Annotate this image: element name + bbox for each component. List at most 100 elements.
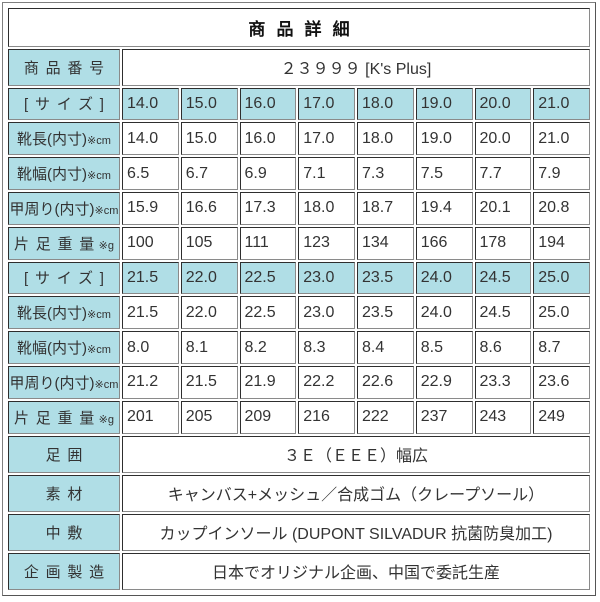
value-cell: 8.3 — [298, 331, 355, 364]
table-header-row: 商品詳細 — [8, 8, 590, 47]
table-row: 片足重量※g 100 105 111 123 134 166 178 194 — [8, 226, 590, 260]
table-row: 甲周り(内寸)※cm 15.9 16.6 17.3 18.0 18.7 19.4 20.1 20… — [8, 191, 590, 225]
table-title-cell: 商品詳細 — [8, 8, 590, 47]
row-label: 商品番号 — [23, 59, 111, 77]
table-row: 靴幅(内寸)※cm 8.0 8.1 8.2 8.3 8.4 8.5 8.6 8.7 — [8, 331, 590, 364]
size-header-cell: 24.5 — [474, 261, 532, 295]
value-cell: 25.0 — [533, 296, 590, 330]
size-header-cell: 21.5 — [122, 261, 179, 295]
row-label: 甲周り(内寸) — [9, 200, 95, 218]
value-cell: 22.9 — [415, 365, 473, 399]
row-label: 足囲 — [45, 446, 90, 464]
value-cell: 15.9 — [122, 191, 179, 225]
value-cell: 6.5 — [122, 157, 179, 190]
product-table-body: 商品詳細 商品番号 ２３９９９ [K's Plus] [サイズ] 14.0 15.0 16… — [8, 8, 590, 590]
size-header-cell: 22.5 — [239, 261, 297, 295]
value-cell: 123 — [298, 226, 355, 260]
row-label-cell: 甲周り(内寸)※cm — [8, 191, 120, 225]
row-label-cell: 靴長(内寸)※cm — [8, 296, 120, 330]
row-label-cell: 靴幅(内寸)※cm — [8, 331, 120, 364]
value-cell: 20.0 — [474, 122, 532, 156]
value-cell: 20.8 — [533, 191, 590, 225]
row-label: 企画製造 — [23, 563, 111, 581]
value-cell: 194 — [533, 226, 590, 260]
value-cell: 22.5 — [239, 296, 297, 330]
value-cell: 243 — [474, 400, 532, 434]
value-cell: 18.7 — [357, 191, 414, 225]
table-row: 甲周り(内寸)※cm 21.2 21.5 21.9 22.2 22.6 22.9 23.3 23… — [8, 365, 590, 399]
size-header-cell: 23.5 — [357, 261, 414, 295]
value-cell: 17.3 — [239, 191, 297, 225]
value-cell: 23.0 — [298, 296, 355, 330]
size-header-cell: 17.0 — [298, 87, 355, 121]
value-cell: 21.2 — [122, 365, 179, 399]
table-row: 素材 キャンバス+メッシュ／合成ゴム（クレープソール） — [8, 474, 590, 512]
value-cell: 8.7 — [533, 331, 590, 364]
value-cell: 24.0 — [415, 296, 473, 330]
row-label: 片足重量 — [14, 409, 102, 427]
size-header-cell: 21.0 — [533, 87, 590, 121]
value-cell: 21.5 — [122, 296, 179, 330]
size-header-cell: 22.0 — [180, 261, 238, 295]
value-cell: 7.9 — [533, 157, 590, 190]
product-detail-table: 商品詳細 商品番号 ２３９９９ [K's Plus] [サイズ] 14.0 15.0 16… — [6, 6, 592, 592]
row-label: 靴幅(内寸) — [17, 340, 88, 358]
value-cell: 249 — [533, 400, 590, 434]
value-cell: 105 — [180, 226, 238, 260]
value-cell: 22.2 — [298, 365, 355, 399]
size-header-cell: 19.0 — [415, 87, 473, 121]
size-header-cell: 20.0 — [474, 87, 532, 121]
value-cell: 7.7 — [474, 157, 532, 190]
value-cell: 205 — [180, 400, 238, 434]
row-label-cell: 中敷 — [8, 513, 120, 551]
value-cell: 8.5 — [415, 331, 473, 364]
size-header-cell: 25.0 — [533, 261, 590, 295]
row-value: キャンバス+メッシュ／合成ゴム（クレープソール） — [122, 474, 590, 512]
row-label-unit: ※g — [98, 413, 114, 426]
value-cell: 23.6 — [533, 365, 590, 399]
value-cell: 23.3 — [474, 365, 532, 399]
value-cell: 18.0 — [357, 122, 414, 156]
row-label-cell: 甲周り(内寸)※cm — [8, 365, 120, 399]
value-cell: 209 — [239, 400, 297, 434]
row-label-unit: ※cm — [87, 344, 111, 357]
row-label-cell: 商品番号 — [8, 48, 120, 86]
value-cell: 216 — [298, 400, 355, 434]
value-cell: 111 — [239, 226, 297, 260]
row-label-cell: 片足重量※g — [8, 226, 120, 260]
row-label-unit: ※cm — [94, 378, 119, 391]
value-cell: 22.0 — [180, 296, 238, 330]
row-value: ３Ｅ（ＥＥＥ）幅広 — [122, 435, 590, 473]
size-header-cell: 16.0 — [239, 87, 297, 121]
row-value: 日本でオリジナル企画、中国で委託生産 — [122, 552, 590, 590]
row-label-unit: ※g — [98, 239, 114, 252]
value-cell: 8.4 — [357, 331, 414, 364]
table-row: 企画製造 日本でオリジナル企画、中国で委託生産 — [8, 552, 590, 590]
value-cell: 222 — [357, 400, 414, 434]
value-cell: 166 — [415, 226, 473, 260]
table-row: 中敷 カップインソール (DUPONT SILVADUR 抗菌防臭加工) — [8, 513, 590, 551]
table-row: 靴長(内寸)※cm 14.0 15.0 16.0 17.0 18.0 19.0 20.0 21.… — [8, 122, 590, 156]
value-cell: 21.0 — [533, 122, 590, 156]
row-label-cell: [サイズ] — [8, 261, 120, 295]
row-label: 靴長(内寸) — [17, 305, 88, 323]
value-cell: 18.0 — [298, 191, 355, 225]
size-header-cell: 14.0 — [122, 87, 179, 121]
table-row: 靴長(内寸)※cm 21.5 22.0 22.5 23.0 23.5 24.0 24.5 25.… — [8, 296, 590, 330]
value-cell: 19.0 — [415, 122, 473, 156]
row-label-unit: ※cm — [87, 135, 111, 148]
row-value: カップインソール (DUPONT SILVADUR 抗菌防臭加工) — [122, 513, 590, 551]
value-cell: 21.9 — [239, 365, 297, 399]
row-label: 中敷 — [45, 524, 90, 542]
size-header-cell: 15.0 — [180, 87, 238, 121]
row-label-cell: 素材 — [8, 474, 120, 512]
value-cell: 21.5 — [180, 365, 238, 399]
value-cell: 7.3 — [357, 157, 414, 190]
size-header-cell: 23.0 — [298, 261, 355, 295]
size-header-cell: 18.0 — [357, 87, 414, 121]
row-label: 靴長(内寸) — [17, 131, 88, 149]
value-cell: 16.6 — [180, 191, 238, 225]
row-label-cell: 片足重量※g — [8, 400, 120, 434]
row-label-cell: [サイズ] — [8, 87, 120, 121]
value-cell: 20.1 — [474, 191, 532, 225]
